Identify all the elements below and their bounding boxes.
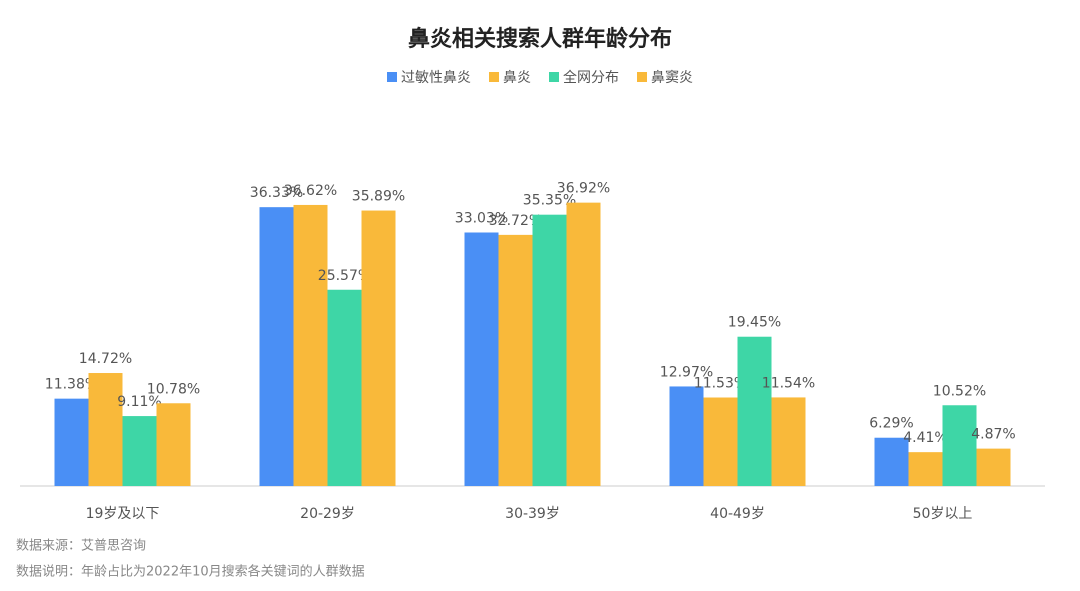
data-label: 35.35% [523, 193, 576, 209]
data-label: 25.57% [318, 268, 371, 284]
legend-label: 全网分布 [563, 69, 619, 86]
data-label: 36.92% [557, 181, 610, 197]
data-label: 4.41% [903, 430, 947, 446]
legend-swatch [489, 72, 499, 82]
bar [908, 452, 943, 486]
bar [54, 398, 89, 486]
data-label: 11.38% [45, 377, 98, 393]
bar [361, 210, 396, 486]
chart-title: 鼻炎相关搜索人群年龄分布 [408, 26, 672, 52]
bar [737, 336, 772, 486]
data-label: 36.33% [250, 185, 303, 201]
x-tick-label: 40-49岁 [710, 506, 765, 522]
x-tick-label: 20-29岁 [300, 506, 355, 522]
data-label: 19.45% [728, 315, 781, 331]
bar [874, 437, 909, 486]
data-label: 9.11% [117, 394, 161, 410]
data-label: 32.72% [489, 213, 542, 229]
data-label: 11.54% [762, 375, 815, 391]
data-label: 10.78% [147, 381, 200, 397]
source-note: 数据来源：艾普思咨询 [16, 539, 146, 554]
legend-label: 过敏性鼻炎 [401, 69, 471, 86]
bar [498, 234, 533, 486]
legend-swatch [387, 72, 397, 82]
data-label: 36.62% [284, 183, 337, 199]
data-label: 33.03% [455, 210, 508, 226]
x-tick-label: 50岁以上 [913, 506, 973, 522]
legend-swatch [549, 72, 559, 82]
description-note: 数据说明：年龄占比为2022年10月搜索各关键词的人群数据 [16, 564, 365, 580]
data-label: 6.29% [869, 416, 913, 432]
bar [566, 202, 601, 486]
bar [259, 207, 294, 487]
bar [771, 397, 806, 486]
data-label: 14.72% [79, 351, 132, 367]
data-label: 4.87% [971, 427, 1015, 443]
x-tick-label: 30-39岁 [505, 506, 560, 522]
data-label: 11.53% [694, 376, 747, 392]
bar [532, 214, 567, 486]
data-label: 12.97% [660, 364, 713, 380]
bar [88, 373, 123, 486]
data-label: 35.89% [352, 189, 405, 205]
bar [122, 416, 157, 486]
legend-label: 鼻窦炎 [651, 69, 693, 86]
data-label: 10.52% [933, 383, 986, 399]
bar [327, 289, 362, 486]
bar [156, 403, 191, 486]
bar [669, 386, 704, 486]
bar [293, 204, 328, 486]
bar [464, 232, 499, 486]
x-tick-label: 19岁及以下 [86, 506, 160, 522]
legend-label: 鼻炎 [503, 69, 531, 86]
bar [942, 405, 977, 486]
bar [703, 397, 738, 486]
bar [976, 448, 1011, 486]
legend-swatch [637, 72, 647, 82]
